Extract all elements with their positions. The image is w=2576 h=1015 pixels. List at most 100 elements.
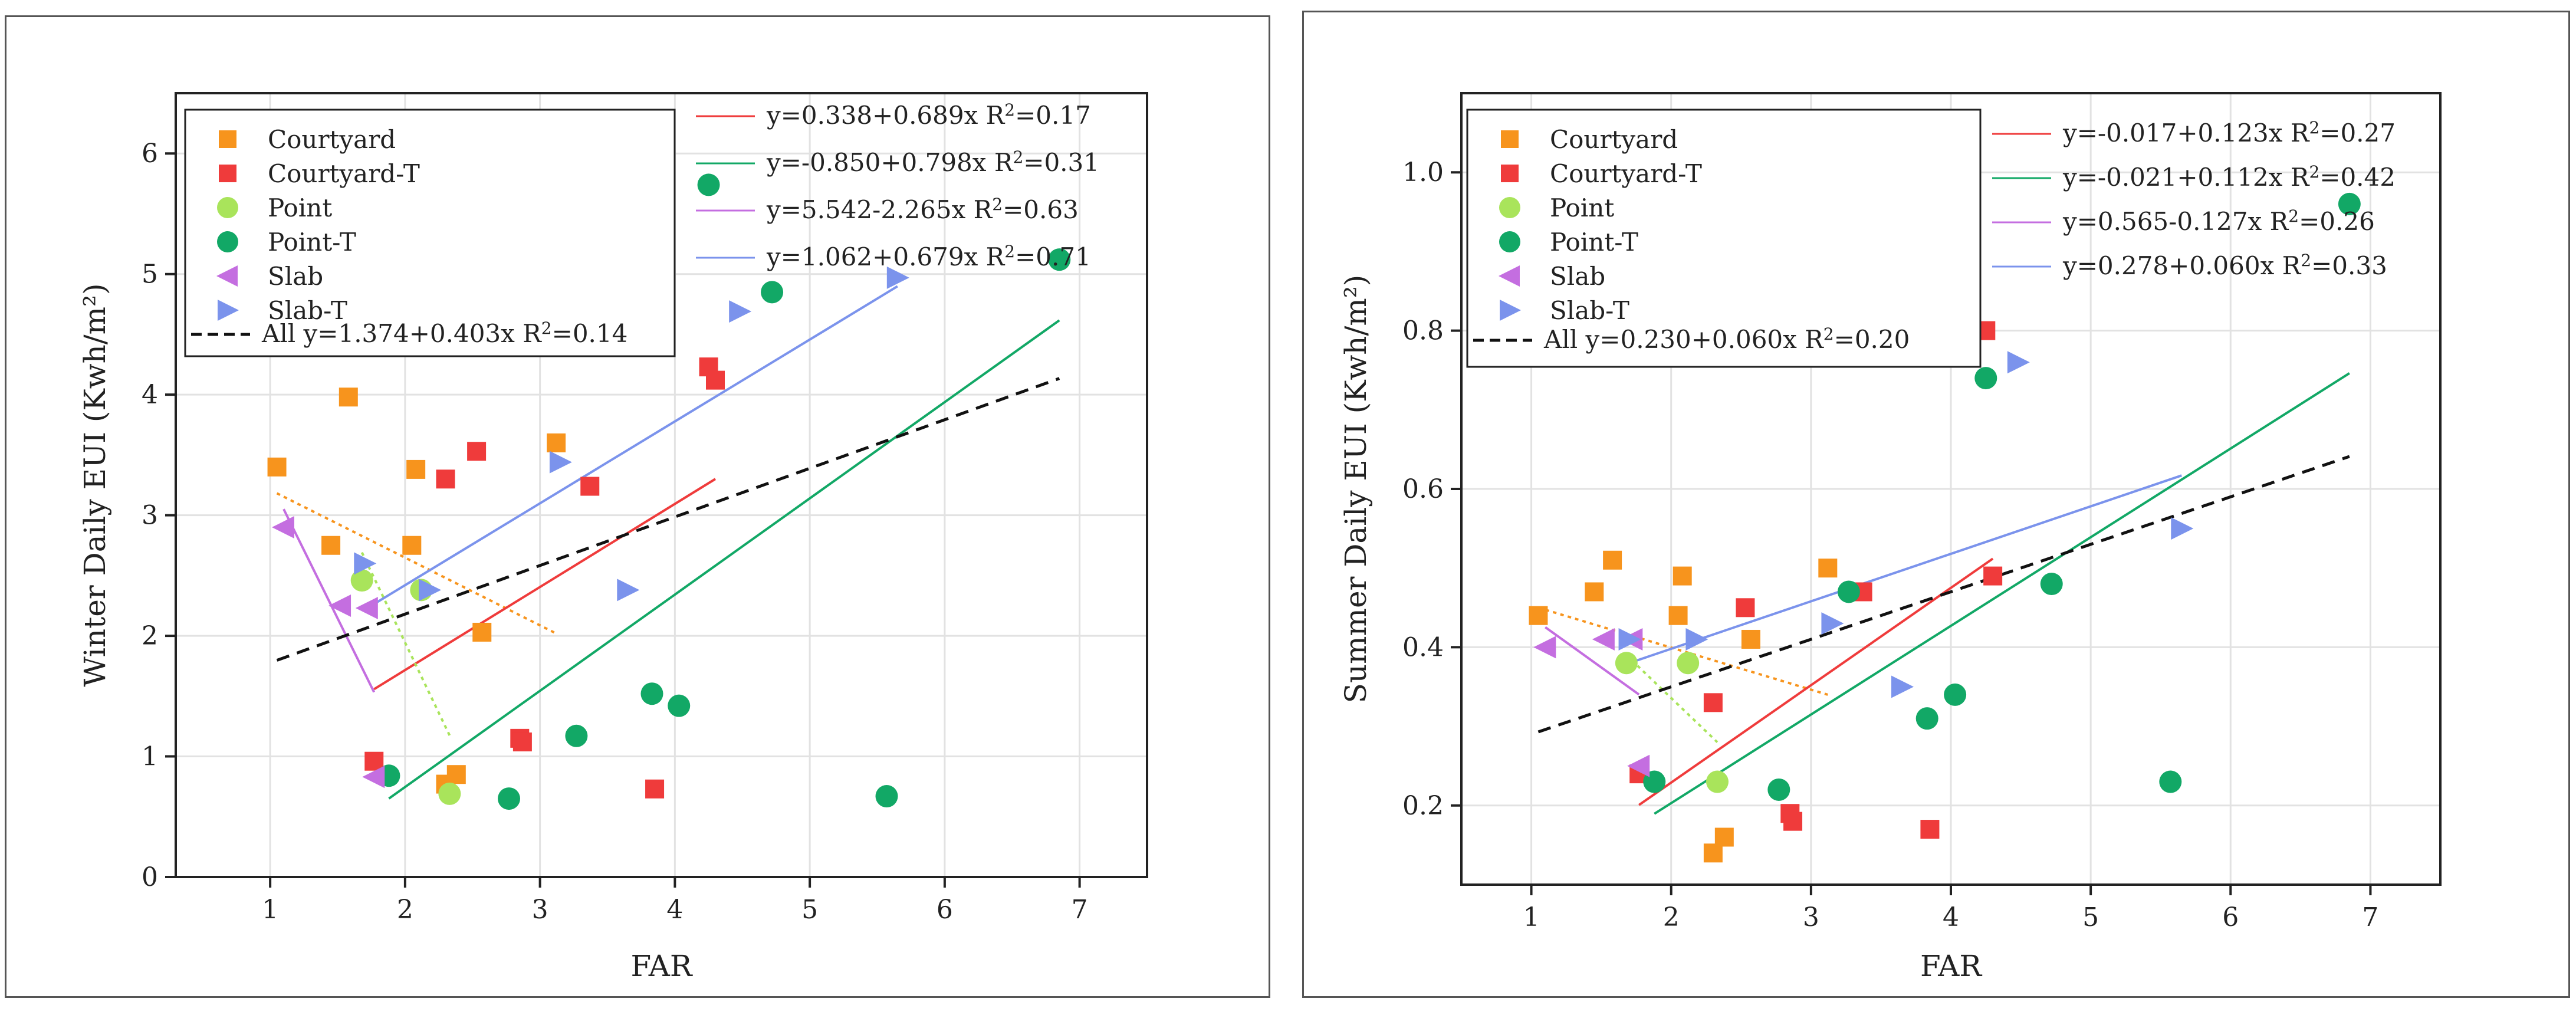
- point-courtyard: [1585, 582, 1604, 602]
- legend-label-courtyard-t: Courtyard-T: [268, 159, 420, 188]
- y-tick-label: 0.8: [1402, 316, 1444, 346]
- equation-slab: y=0.565-0.127x R2=0.26: [2062, 206, 2375, 236]
- point-courtyard: [1714, 827, 1734, 847]
- point-slab-t: [1821, 612, 1844, 635]
- legend-label-courtyard: Courtyard: [1550, 125, 1678, 154]
- x-tick-label: 5: [801, 895, 818, 925]
- fit-equations: y=0.338+0.689x R2=0.17 y=-0.850+0.798x R2…: [191, 100, 1099, 348]
- point-courtyard-t: [467, 442, 487, 461]
- point-courtyard: [1818, 559, 1838, 578]
- point-point-t: [640, 682, 663, 705]
- point-slab-t: [419, 579, 442, 602]
- point-point: [1706, 770, 1729, 793]
- fit-line-slab: [282, 508, 376, 693]
- point-courtyard-t: [364, 751, 384, 771]
- x-tick-label: 2: [1663, 902, 1680, 932]
- y-tick-label: 0.4: [1402, 632, 1444, 662]
- legend-label-courtyard: Courtyard: [268, 125, 396, 154]
- point-slab: [362, 766, 385, 789]
- fit-line-slab-t: [1628, 474, 2182, 665]
- legend-marker-courtyard: [1501, 130, 1519, 148]
- point-slab-t: [617, 579, 640, 602]
- legend-label-point: Point: [268, 193, 332, 222]
- point-slab: [272, 516, 294, 539]
- fit-line-point: [1625, 654, 1719, 743]
- point-point: [1615, 652, 1638, 675]
- fit-line-courtyard: [276, 492, 557, 635]
- legend-label-point-t: Point-T: [268, 228, 356, 257]
- x-tick-label: 4: [1943, 902, 1959, 932]
- point-slab-t: [1685, 628, 1708, 651]
- fit-line-point-t: [1654, 372, 2350, 815]
- point-courtyard-t: [645, 779, 665, 799]
- point-courtyard: [1529, 606, 1548, 625]
- y-tick-label: 1.0: [1402, 157, 1444, 188]
- point-courtyard-t: [1920, 820, 1940, 839]
- x-axis-label: FAR: [1920, 949, 1982, 983]
- fit-line-all: [276, 377, 1060, 662]
- point-point: [438, 782, 461, 805]
- fit-line-courtyard-t: [1638, 557, 1994, 806]
- point-slab: [1627, 754, 1650, 777]
- y-tick-label: 0: [142, 862, 158, 892]
- point-courtyard: [547, 433, 566, 452]
- point-courtyard-t: [1703, 693, 1723, 712]
- point-courtyard-t: [706, 370, 725, 390]
- x-tick-label: 7: [2362, 902, 2378, 932]
- point-slab-t: [1618, 628, 1641, 651]
- x-tick-label: 1: [262, 895, 278, 925]
- fit-line-slab: [1545, 626, 1640, 696]
- point-slab-t: [549, 451, 572, 474]
- point-point-t: [1767, 778, 1790, 801]
- fit-line-point: [360, 551, 451, 736]
- x-tick-label: 7: [1072, 895, 1088, 925]
- legend-marker-slab: [1499, 265, 1520, 287]
- point-courtyard: [1668, 606, 1688, 625]
- equation-slab-t: y=0.278+0.060x R2=0.33: [2062, 251, 2387, 280]
- point-point-t: [668, 694, 691, 717]
- point-slab-t: [2171, 517, 2194, 540]
- legend: Courtyard Courtyard-T Point Point-T Slab Slab…: [184, 109, 676, 357]
- point-slab-t: [354, 552, 377, 575]
- point-point-t: [875, 785, 898, 808]
- equation-all: All y=1.374+0.403x R2=0.14: [261, 318, 627, 348]
- legend-box: [1466, 109, 1982, 368]
- point-courtyard: [1741, 629, 1760, 649]
- equation-point-t: y=-0.021+0.112x R2=0.42: [2062, 162, 2396, 192]
- point-courtyard-t: [580, 477, 600, 496]
- point-courtyard: [1603, 550, 1622, 570]
- point-courtyard-t: [1983, 566, 2003, 586]
- legend-marker-point: [1499, 197, 1520, 218]
- point-point: [1677, 652, 1700, 675]
- legend-marker-courtyard: [219, 130, 236, 148]
- point-courtyard: [472, 622, 492, 642]
- equation-slab: y=5.542-2.265x R2=0.63: [766, 195, 1079, 224]
- point-courtyard: [406, 459, 426, 479]
- equation-all: All y=0.230+0.060x R2=0.20: [1543, 324, 1910, 354]
- equation-courtyard-t: y=0.338+0.689x R2=0.17: [766, 100, 1091, 130]
- y-tick-label: 6: [142, 139, 158, 169]
- data-points: [267, 173, 1071, 810]
- legend-label-slab: Slab: [268, 262, 323, 291]
- y-axis-label: Winter Daily EUI (Kwh/m²): [78, 283, 112, 686]
- fit-line-slab-t: [364, 285, 898, 611]
- point-slab-t: [886, 266, 909, 289]
- summer-eui-chart: 1 2 3 4 5 6 7 0.2 0.4 0.6 0.8 1.0 FAR Summer Daily EU…: [1339, 92, 2442, 983]
- y-tick-label: 1: [142, 742, 158, 772]
- y-axis-label: Summer Daily EUI (Kwh/m²): [1339, 275, 1373, 704]
- point-courtyard: [402, 536, 422, 555]
- x-tick-label: 6: [2222, 902, 2239, 932]
- point-courtyard: [321, 536, 341, 555]
- equation-point-t: y=-0.850+0.798x R2=0.31: [766, 147, 1099, 177]
- legend-marker-point: [217, 197, 238, 218]
- legend-marker-courtyard-t: [1501, 165, 1519, 182]
- legend-marker-courtyard-t: [219, 165, 236, 182]
- legend-label-courtyard-t: Courtyard-T: [1550, 159, 1702, 188]
- point-point-t: [2159, 770, 2182, 793]
- fit-lines: [276, 285, 1060, 800]
- point-courtyard: [1673, 566, 1692, 586]
- x-tick-label: 3: [532, 895, 548, 925]
- legend-label-point: Point: [1550, 193, 1614, 222]
- x-tick-label: 2: [397, 895, 413, 925]
